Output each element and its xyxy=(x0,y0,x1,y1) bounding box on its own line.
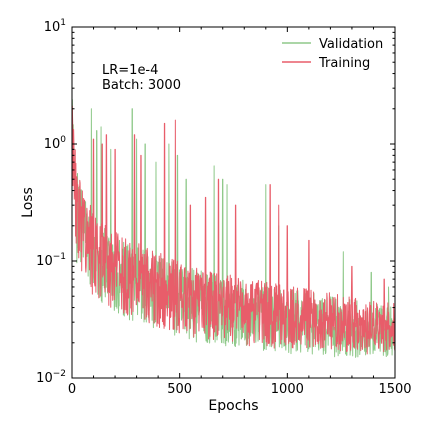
annotation-lr: LR=1e-4 xyxy=(102,63,158,78)
series-layer xyxy=(71,99,396,358)
series-line-training xyxy=(71,105,396,355)
x-tick-label: 0 xyxy=(68,382,76,397)
y-tick-label: 101 xyxy=(44,18,66,35)
y-axis-label: Loss xyxy=(20,187,36,218)
y-tick-label: 10−2 xyxy=(36,369,66,386)
y-tick-base: 10 xyxy=(44,20,61,35)
legend-label-training: Training xyxy=(318,56,370,71)
x-axis-label: Epochs xyxy=(208,398,258,414)
plot-frame xyxy=(71,26,396,379)
y-tick-exponent: −2 xyxy=(53,369,66,379)
y-tick-label: 100 xyxy=(44,135,67,152)
legend-label-validation: Validation xyxy=(319,37,383,52)
legend: Validation Training xyxy=(282,37,383,71)
y-tick-exponent: −1 xyxy=(53,252,66,262)
y-tick-base: 10 xyxy=(44,137,61,152)
y-tick-exponent: 1 xyxy=(60,18,66,28)
x-tick-label: 500 xyxy=(167,382,192,397)
x-tick-label: 1000 xyxy=(271,382,304,397)
x-tick-label: 1500 xyxy=(378,382,411,397)
annotation-batch: Batch: 3000 xyxy=(102,78,181,93)
y-tick-label: 10−1 xyxy=(36,252,66,269)
y-tick-base: 10 xyxy=(36,371,53,386)
y-tick-base: 10 xyxy=(36,254,53,269)
y-tick-exponent: 0 xyxy=(60,135,66,145)
